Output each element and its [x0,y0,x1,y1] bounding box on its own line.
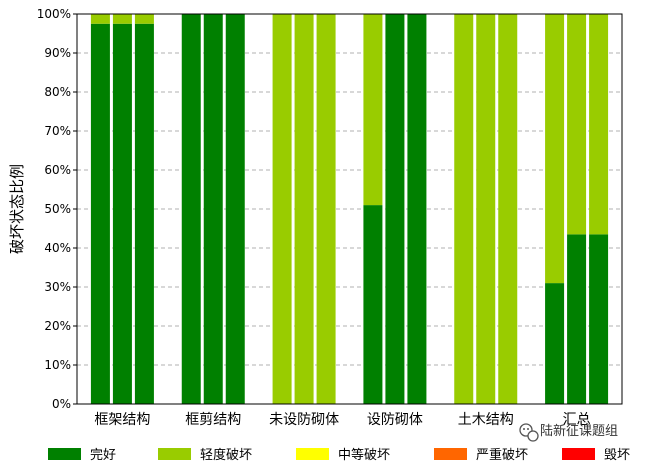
y-tick-label: 0% [52,397,71,411]
legend-swatch [296,448,329,460]
bar-segment [498,14,518,404]
legend-swatch [48,448,81,460]
bar-segment [112,14,132,24]
legend-label: 轻度破坏 [200,447,252,463]
bar-segment [407,14,427,404]
legend-label: 完好 [90,448,116,463]
legend-swatch [158,448,191,460]
legend-swatch [434,448,467,460]
bar-segment [225,14,245,404]
x-category-label: 框架结构 [94,412,150,428]
x-category-label: 设防砌体 [367,412,423,428]
bar-segment [294,14,314,404]
y-tick-label: 30% [44,280,71,294]
bar-segment [203,14,223,404]
bar-segment [272,14,292,404]
bar-segment [363,14,383,206]
y-tick-label: 80% [44,85,71,99]
y-tick-label: 40% [44,241,71,255]
x-category-label: 土木结构 [458,412,514,428]
bar-segment [589,234,609,404]
bars [90,14,609,404]
bar-segment [385,14,405,404]
bar-segment [476,14,496,404]
y-tick-label: 70% [44,124,71,138]
bar-segment [134,23,154,404]
bar-segment [545,283,565,404]
bar-segment [181,14,201,404]
legend-swatch [562,448,595,460]
bar-segment [545,14,565,284]
legend-label: 中等破坏 [338,447,390,463]
bar-segment [316,14,336,404]
y-tick-label: 60% [44,163,71,177]
watermark-text: 陆新征课题组 [540,423,618,439]
y-tick-label: 20% [44,319,71,333]
y-axis-ticks: 0% 10% 20% 30% 40% 50% 60% 70% 80% 90% 100% [37,7,77,411]
x-category-label: 未设防砌体 [269,412,339,428]
y-tick-label: 90% [44,46,71,60]
legend-label: 严重破坏 [476,447,528,463]
bar-segment [112,23,132,404]
bar-segment [454,14,474,404]
wechat-icon [519,423,539,442]
bar-segment [90,14,110,24]
y-tick-label: 100% [37,7,71,21]
y-tick-label: 50% [44,202,71,216]
watermark: 陆新征课题组 [519,423,618,442]
legend: 完好 轻度破坏 中等破坏 严重破坏 毁坏 [48,447,630,463]
x-axis-labels: 框架结构 框剪结构 未设防砌体 设防砌体 土木结构 汇总 [94,412,590,428]
legend-label: 毁坏 [604,448,630,463]
bar-segment [363,205,383,404]
bar-segment [589,14,609,235]
bar-segment [567,234,587,404]
y-axis-title: 破坏状态比例 [8,164,26,254]
bar-segment [90,23,110,404]
bar-segment [134,14,154,24]
y-tick-label: 10% [44,358,71,372]
bar-segment [567,14,587,235]
x-category-label: 框剪结构 [185,412,241,428]
x-category-label: 汇总 [563,412,591,428]
gridlines [77,52,622,366]
